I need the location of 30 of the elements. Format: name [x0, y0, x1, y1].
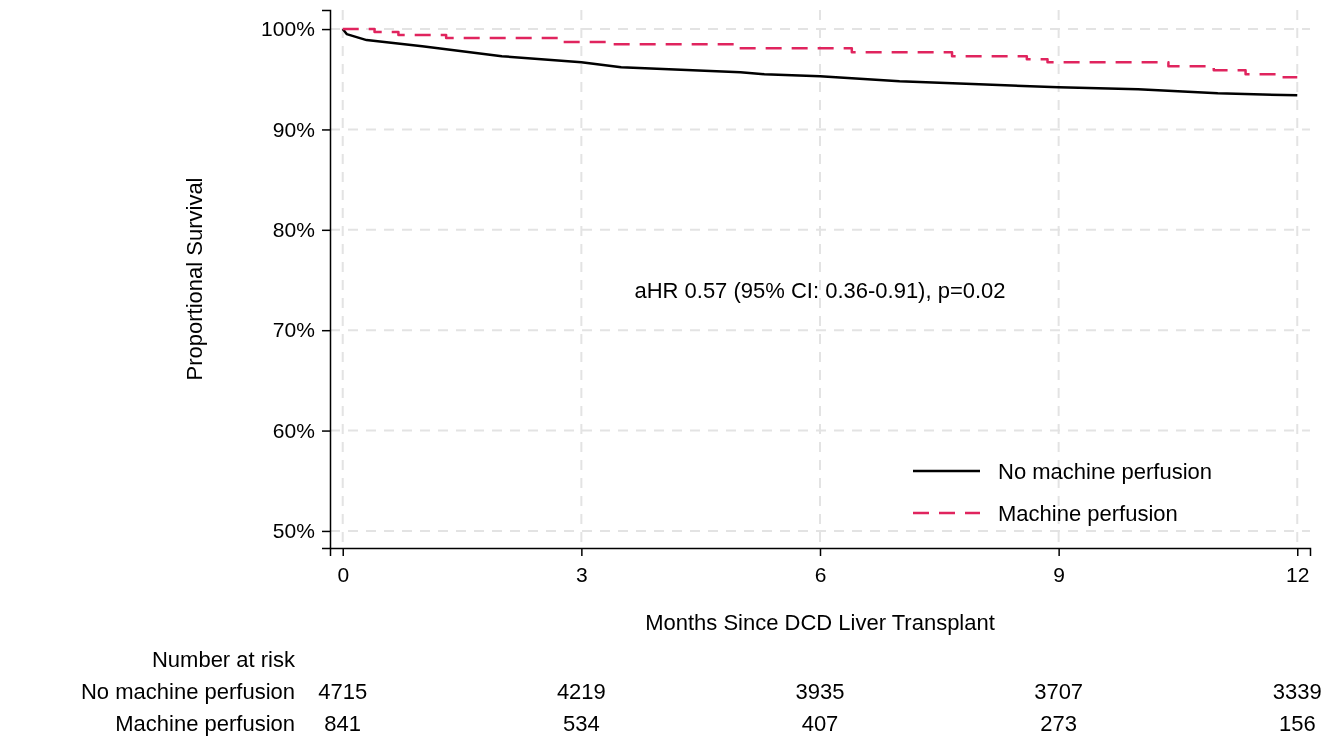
text: 3935 [795, 679, 845, 704]
x-axis-title: Months Since DCD Liver Transplant [645, 610, 995, 635]
text: No machine perfusion [80, 679, 295, 704]
text: 156 [1278, 711, 1316, 736]
x-tick-label: 12 [1286, 563, 1310, 587]
y-tick-label: 70% [272, 318, 315, 342]
x-tick-label: 0 [337, 563, 350, 587]
y-tick-label: 60% [272, 418, 315, 442]
y-axis-title: Proportional Survival [182, 177, 207, 381]
x-tick-label: 9 [1053, 563, 1065, 587]
line-series [341, 27, 1299, 97]
text: 3707 [1034, 679, 1084, 704]
legend-label: No machine perfusion [998, 458, 1213, 484]
x-tick-label: 3 [576, 563, 588, 587]
y-tick-label: 80% [272, 218, 315, 242]
y-tick-label: 90% [272, 117, 315, 141]
text: 3339 [1272, 679, 1322, 704]
text: Number at risk [151, 647, 296, 672]
x-tick-label: 6 [814, 563, 827, 587]
text: Machine perfusion [115, 711, 295, 736]
text: 4715 [318, 679, 368, 704]
text: 841 [324, 711, 362, 736]
y-tick-label: 100% [261, 17, 315, 41]
text: 534 [563, 711, 600, 736]
annotation: aHR 0.57 (95% CI: 0.36-0.91), p=0.02 [634, 277, 1006, 303]
text: 4219 [556, 679, 606, 704]
y-tick-label: 50% [272, 519, 315, 543]
text: 407 [801, 711, 839, 736]
legend-label: Machine perfusion [998, 500, 1178, 526]
text: 273 [1040, 711, 1077, 736]
